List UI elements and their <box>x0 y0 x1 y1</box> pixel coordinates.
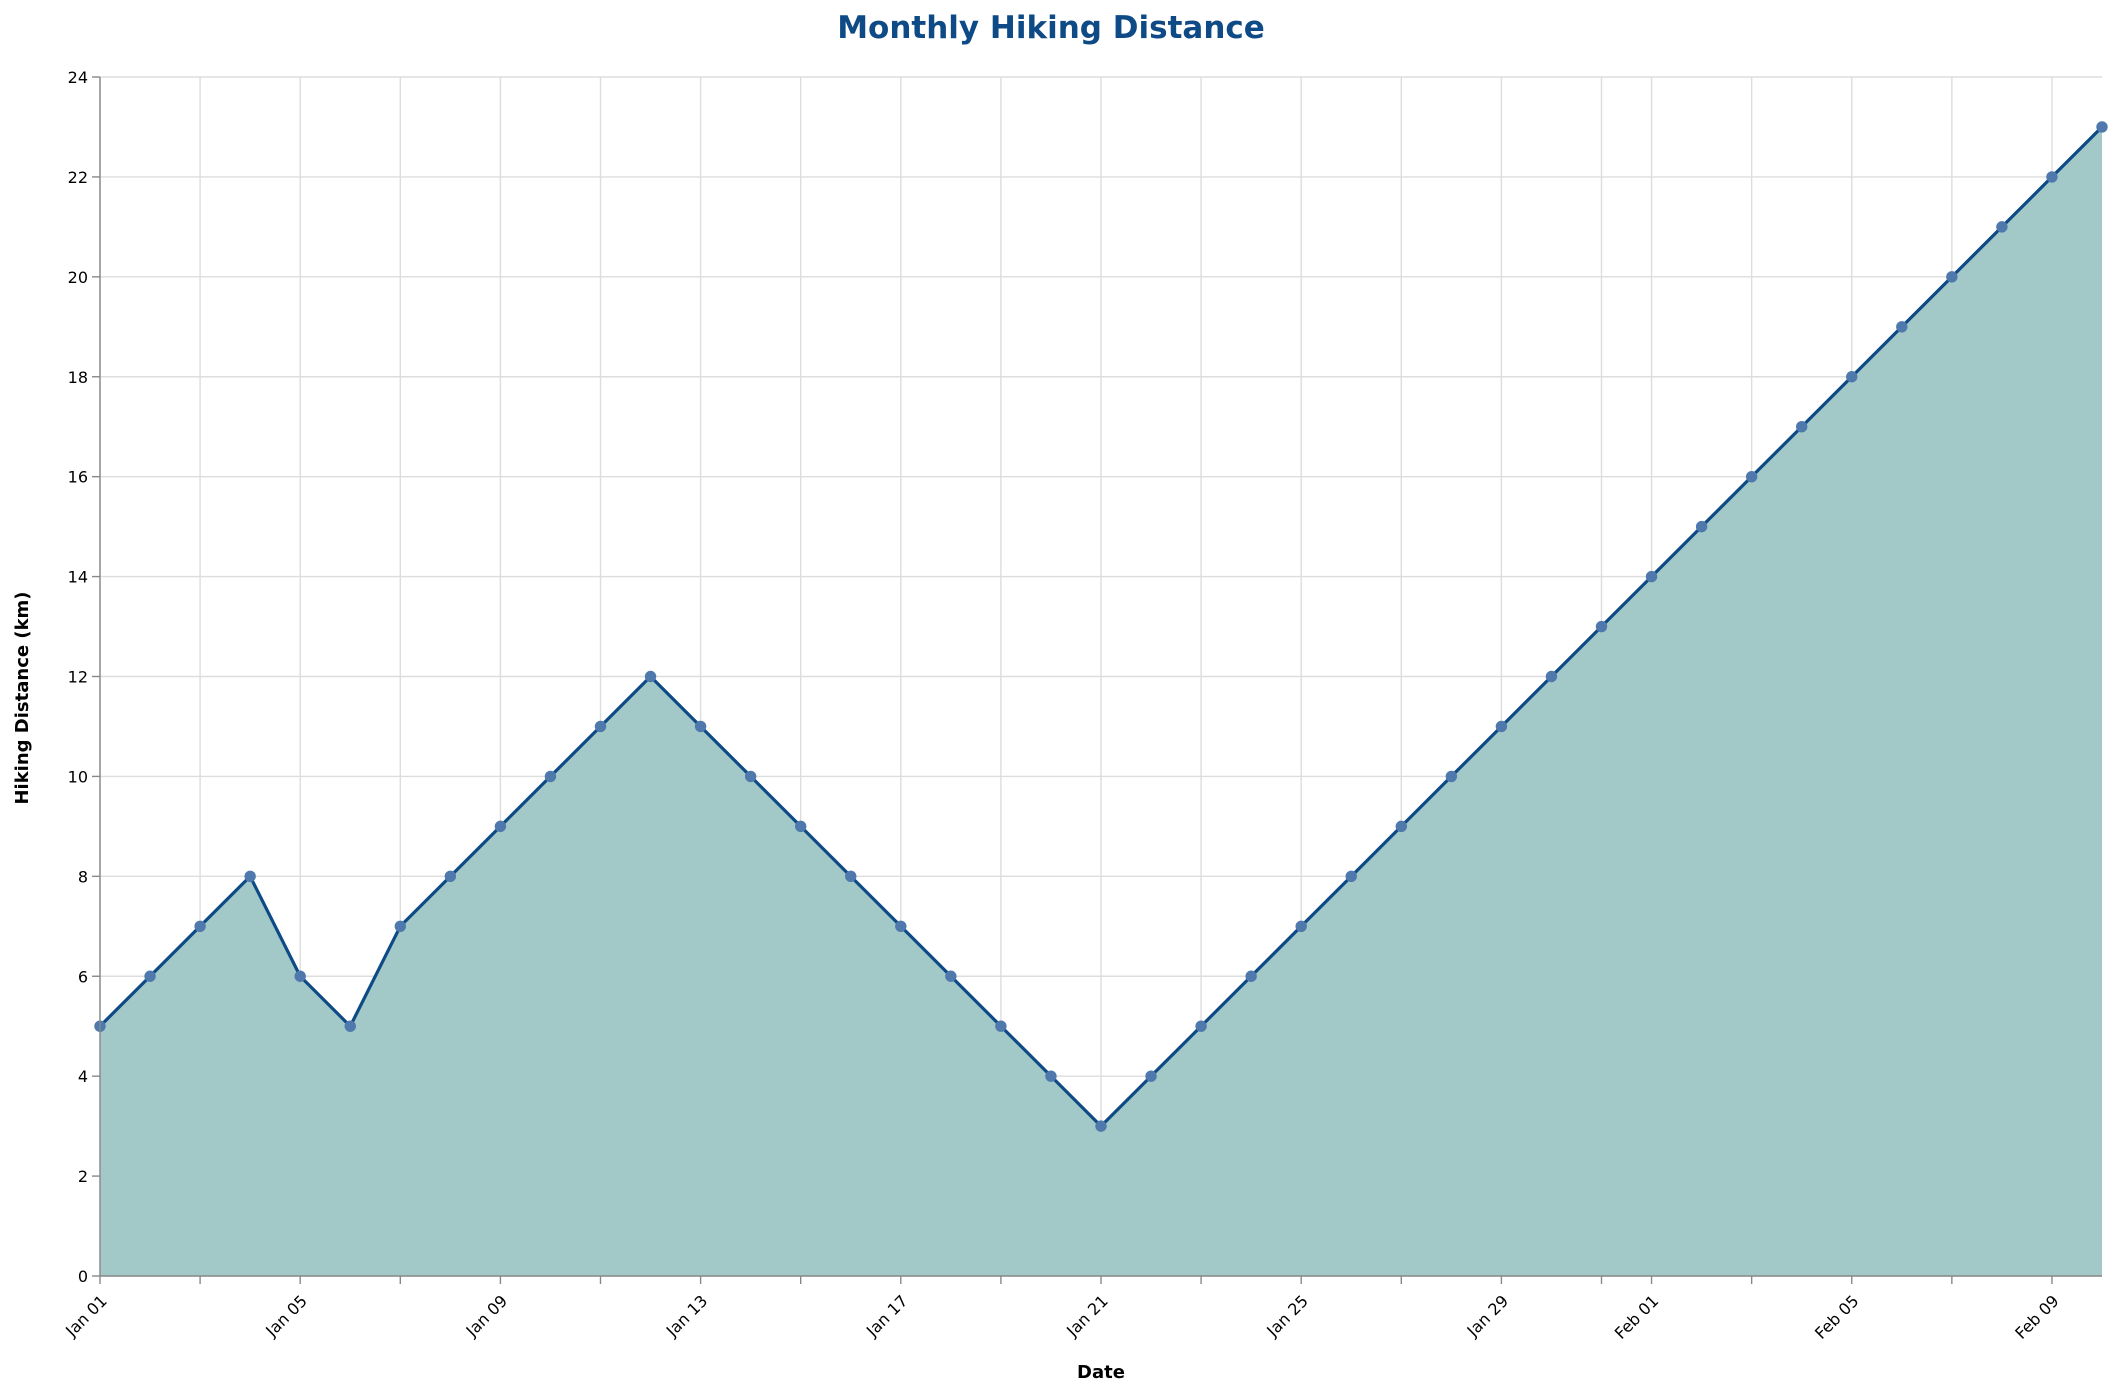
data-point <box>1145 1070 1157 1082</box>
area-layer <box>100 126 2102 1276</box>
x-tick-label: Feb 05 <box>1811 1291 1862 1342</box>
y-tick-label: 20 <box>68 268 88 287</box>
data-point <box>1495 720 1508 733</box>
y-axis-title: Hiking Distance (km) <box>12 591 33 804</box>
y-tick-label: 2 <box>78 1167 88 1186</box>
data-point <box>1545 670 1558 683</box>
data-point <box>1345 870 1357 883</box>
data-point <box>1195 1020 1207 1032</box>
y-tick-label: 10 <box>68 767 88 786</box>
y-tick-label: 16 <box>68 468 88 487</box>
data-point <box>1645 570 1658 583</box>
data-point <box>144 970 156 982</box>
data-point <box>494 820 507 833</box>
data-point <box>644 670 657 683</box>
y-tick-label: 14 <box>68 568 88 587</box>
data-point <box>1445 770 1458 783</box>
y-tick-label: 18 <box>68 368 88 387</box>
y-tick-label: 12 <box>68 668 88 687</box>
chart-title: Monthly Hiking Distance <box>837 10 1265 46</box>
x-tick-label: Jan 29 <box>1463 1291 1513 1341</box>
data-point <box>1295 920 1307 932</box>
area-fill <box>100 126 2102 1276</box>
y-tick-label: 8 <box>78 867 88 886</box>
data-point <box>1846 371 1858 383</box>
y-tick-label: 4 <box>78 1067 88 1086</box>
data-point <box>2046 171 2058 183</box>
x-tick-label: Jan 13 <box>662 1291 712 1341</box>
data-point <box>1996 221 2008 233</box>
data-point <box>845 870 857 883</box>
data-point <box>1595 620 1608 633</box>
data-point <box>244 870 256 883</box>
x-tick-label: Jan 25 <box>1262 1291 1312 1341</box>
data-point <box>995 1020 1007 1032</box>
data-point <box>1896 321 1908 333</box>
data-point <box>444 870 457 883</box>
data-point <box>1745 470 1758 483</box>
x-tick-label: Feb 09 <box>2011 1291 2062 1342</box>
data-point <box>744 770 757 783</box>
data-point <box>194 920 206 932</box>
x-tick-label: Jan 17 <box>862 1291 912 1341</box>
data-point <box>694 720 707 733</box>
data-point <box>945 970 957 982</box>
x-tick-label: Feb 01 <box>1611 1291 1662 1342</box>
x-tick-label: Jan 09 <box>462 1291 512 1341</box>
data-point <box>1946 271 1958 283</box>
data-point <box>594 720 607 733</box>
data-points <box>94 121 2108 1132</box>
y-tick-label: 22 <box>68 168 88 187</box>
data-point <box>544 770 557 783</box>
x-tick-label: Jan 05 <box>261 1291 311 1341</box>
data-point <box>344 1020 356 1032</box>
y-tick-label: 24 <box>68 68 88 87</box>
data-point <box>795 820 807 833</box>
x-tick-label: Jan 21 <box>1062 1291 1112 1341</box>
y-tick-label: 0 <box>78 1267 88 1286</box>
data-point <box>1095 1120 1107 1132</box>
x-axis-title: Date <box>1077 1362 1125 1383</box>
data-point <box>1796 421 1808 433</box>
data-point <box>1045 1070 1057 1082</box>
data-point <box>394 920 406 932</box>
data-point <box>895 920 907 932</box>
data-point <box>1695 520 1708 533</box>
data-point <box>2096 121 2108 133</box>
x-tick-label: Jan 01 <box>61 1291 111 1341</box>
data-point <box>1395 820 1408 833</box>
data-point <box>1245 970 1257 982</box>
y-tick-label: 6 <box>78 967 88 986</box>
data-point <box>294 970 306 982</box>
